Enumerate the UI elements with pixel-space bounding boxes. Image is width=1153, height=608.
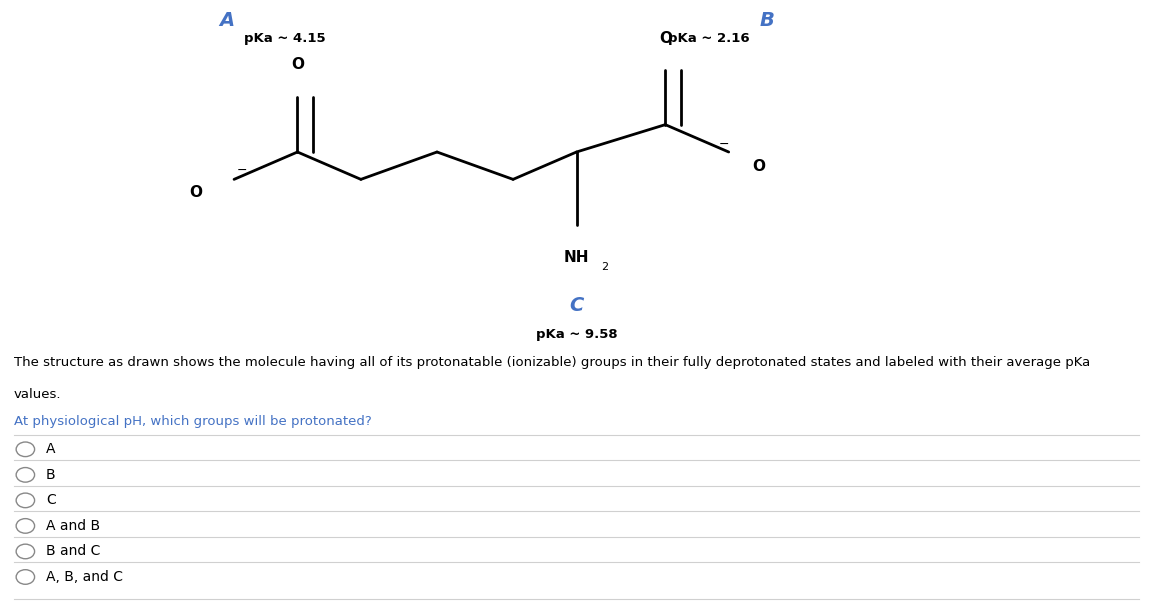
Text: A: A: [219, 11, 234, 30]
Text: pKa ~ 9.58: pKa ~ 9.58: [536, 328, 617, 341]
Text: A and B: A and B: [46, 519, 100, 533]
Text: O: O: [291, 57, 304, 72]
Text: B: B: [46, 468, 55, 482]
Text: C: C: [570, 295, 583, 315]
Text: A: A: [46, 442, 55, 457]
Text: values.: values.: [14, 388, 61, 401]
Text: A, B, and C: A, B, and C: [46, 570, 123, 584]
Text: O: O: [658, 32, 672, 46]
Text: At physiological pH, which groups will be protonated?: At physiological pH, which groups will b…: [14, 415, 371, 427]
Text: −: −: [236, 164, 247, 177]
Text: 2: 2: [601, 262, 608, 272]
Text: pKa ~ 4.15: pKa ~ 4.15: [244, 32, 325, 46]
Text: O: O: [189, 185, 203, 199]
Text: −: −: [718, 138, 729, 151]
Text: O: O: [753, 159, 766, 174]
Text: The structure as drawn shows the molecule having all of its protonatable (ioniza: The structure as drawn shows the molecul…: [14, 356, 1090, 368]
Text: B and C: B and C: [46, 544, 100, 559]
Text: B: B: [760, 11, 774, 30]
Text: C: C: [46, 493, 55, 508]
Text: NH: NH: [564, 250, 589, 265]
Text: pKa ~ 2.16: pKa ~ 2.16: [668, 32, 749, 46]
